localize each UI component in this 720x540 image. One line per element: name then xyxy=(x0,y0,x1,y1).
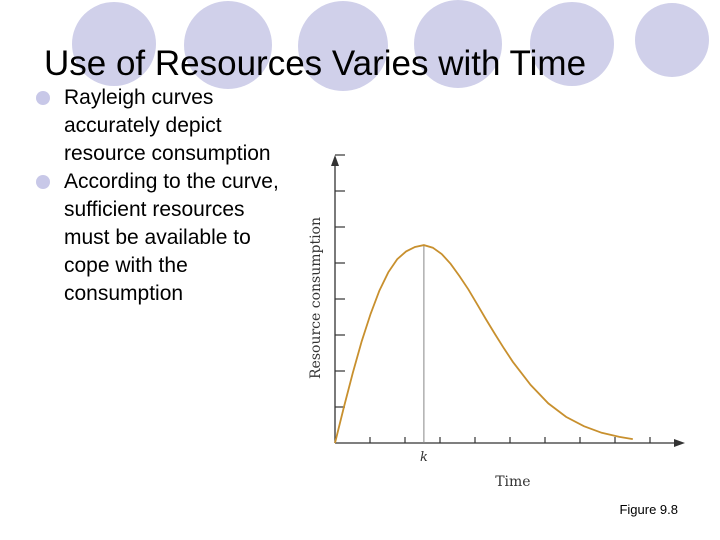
deco-circle xyxy=(72,2,156,86)
y-axis-label: Resource consumption xyxy=(308,217,324,379)
deco-circle xyxy=(414,0,502,88)
figure-caption: Figure 9.8 xyxy=(619,502,678,517)
slide-title: Use of Resources Varies with Time xyxy=(44,44,587,83)
deco-circle xyxy=(298,1,388,91)
bullet-icon xyxy=(36,91,50,105)
rayleigh-chart: k Time Resource consumption xyxy=(308,154,685,490)
bullet-text: According to the curve, sufficient resou… xyxy=(64,170,279,305)
bullet-text: Rayleigh curves accurately depict resour… xyxy=(64,86,271,165)
series-line xyxy=(334,244,633,444)
deco-circle xyxy=(184,1,272,89)
deco-circle xyxy=(530,2,614,86)
x-axis-label: Time xyxy=(495,474,530,490)
bullet-icon xyxy=(36,175,50,189)
bullet-item: Rayleigh curves accurately depict resour… xyxy=(36,84,281,168)
x-axis-arrow-icon xyxy=(674,439,685,447)
bullet-list: Rayleigh curves accurately depict resour… xyxy=(36,84,281,308)
y-axis-ticks xyxy=(335,154,345,408)
y-axis-arrow-icon xyxy=(331,155,339,166)
circle-row xyxy=(72,0,709,91)
x-tick-label: k xyxy=(420,450,428,465)
bullet-item: According to the curve, sufficient resou… xyxy=(36,168,281,308)
x-axis-ticks xyxy=(369,437,651,443)
deco-circle xyxy=(635,3,709,77)
